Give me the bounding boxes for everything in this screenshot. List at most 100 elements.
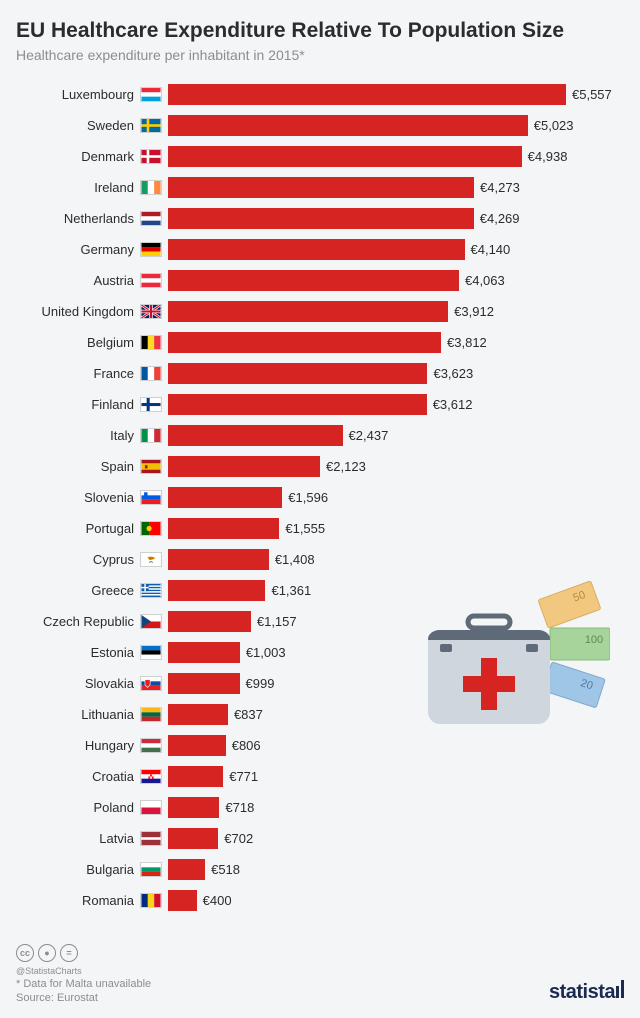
lt-flag-icon: [140, 707, 162, 722]
value-label: €3,812: [447, 335, 487, 350]
gr-flag-icon: [140, 583, 162, 598]
chart-row: Italy €2,437: [16, 422, 624, 449]
country-label: Lithuania: [16, 707, 140, 722]
chart-row: Estonia €1,003: [16, 639, 624, 666]
bar-area: €4,273: [168, 177, 624, 198]
chart-row: Spain €2,123: [16, 453, 624, 480]
lu-flag-icon: [140, 87, 162, 102]
country-label: Czech Republic: [16, 614, 140, 629]
country-label: Ireland: [16, 180, 140, 195]
chart-row: Czech Republic €1,157: [16, 608, 624, 635]
bar-area: €999: [168, 673, 624, 694]
chart-row: Belgium €3,812: [16, 329, 624, 356]
chart-row: Portugal €1,555: [16, 515, 624, 542]
value-label: €4,140: [471, 242, 511, 257]
bar: [168, 890, 197, 911]
bar: [168, 84, 566, 105]
value-label: €4,269: [480, 211, 520, 226]
bar: [168, 332, 441, 353]
chart-row: Austria €4,063: [16, 267, 624, 294]
country-label: Estonia: [16, 645, 140, 660]
value-label: €2,123: [326, 459, 366, 474]
bar: [168, 425, 343, 446]
bar-area: €1,555: [168, 518, 624, 539]
dk-flag-icon: [140, 149, 162, 164]
chart-row: Greece€1,361: [16, 577, 624, 604]
country-label: Spain: [16, 459, 140, 474]
bar-area: €2,123: [168, 456, 624, 477]
country-label: Poland: [16, 800, 140, 815]
country-label: Slovakia: [16, 676, 140, 691]
country-label: Portugal: [16, 521, 140, 536]
chart-row: Hungary €806: [16, 732, 624, 759]
value-label: €2,437: [349, 428, 389, 443]
bar-area: €702: [168, 828, 624, 849]
country-label: Hungary: [16, 738, 140, 753]
bar-area: €2,437: [168, 425, 624, 446]
country-label: Cyprus: [16, 552, 140, 567]
bar: [168, 363, 427, 384]
brand-name: statista: [549, 981, 615, 1003]
chart-footer: cc ● = @StatistaCharts * Data for Malta …: [16, 936, 624, 1004]
si-flag-icon: [140, 490, 162, 505]
chart-title: EU Healthcare Expenditure Relative To Po…: [16, 18, 624, 43]
fi-flag-icon: [140, 397, 162, 412]
gb-flag-icon: [140, 304, 162, 319]
country-label: Belgium: [16, 335, 140, 350]
country-label: Latvia: [16, 831, 140, 846]
cc-license-icons: cc ● =: [16, 944, 151, 962]
bar-area: €837: [168, 704, 624, 725]
bar-area: €4,063: [168, 270, 624, 291]
country-label: Italy: [16, 428, 140, 443]
value-label: €400: [203, 893, 232, 908]
bar-area: €1,157: [168, 611, 624, 632]
bar-area: €1,361: [168, 580, 624, 601]
bar-area: €518: [168, 859, 624, 880]
bar: [168, 146, 522, 167]
bar-area: €1,003: [168, 642, 624, 663]
bar: [168, 301, 448, 322]
country-label: Romania: [16, 893, 140, 908]
bar: [168, 270, 459, 291]
value-label: €999: [246, 676, 275, 691]
bar: [168, 487, 282, 508]
bar: [168, 208, 474, 229]
chart-subtitle: Healthcare expenditure per inhabitant in…: [16, 47, 624, 63]
cc-nd-icon: =: [60, 944, 78, 962]
country-label: France: [16, 366, 140, 381]
value-label: €1,157: [257, 614, 297, 629]
pl-flag-icon: [140, 800, 162, 815]
bar-area: €400: [168, 890, 624, 911]
value-label: €4,063: [465, 273, 505, 288]
chart-row: United Kingdom €3,912: [16, 298, 624, 325]
chart-row: Slovenia€1,596: [16, 484, 624, 511]
bar: [168, 642, 240, 663]
chart-row: Croatia€771: [16, 763, 624, 790]
value-label: €5,023: [534, 118, 574, 133]
de-flag-icon: [140, 242, 162, 257]
bar-area: €5,557: [168, 84, 624, 105]
bar: [168, 456, 320, 477]
country-label: United Kingdom: [16, 304, 140, 319]
bar-area: €1,408: [168, 549, 624, 570]
value-label: €3,623: [433, 366, 473, 381]
country-label: Austria: [16, 273, 140, 288]
value-label: €3,912: [454, 304, 494, 319]
country-label: Finland: [16, 397, 140, 412]
bar-area: €718: [168, 797, 624, 818]
chart-row: Lithuania €837: [16, 701, 624, 728]
bar-area: €5,023: [168, 115, 624, 136]
chart-row: Luxembourg€5,557: [16, 81, 624, 108]
bar-area: €771: [168, 766, 624, 787]
value-label: €806: [232, 738, 261, 753]
at-flag-icon: [140, 273, 162, 288]
value-label: €1,555: [285, 521, 325, 536]
country-label: Netherlands: [16, 211, 140, 226]
chart-row: Romania €400: [16, 887, 624, 914]
bar-area: €3,912: [168, 301, 624, 322]
infographic-page: EU Healthcare Expenditure Relative To Po…: [0, 0, 640, 1018]
bar: [168, 177, 474, 198]
country-label: Slovenia: [16, 490, 140, 505]
value-label: €4,273: [480, 180, 520, 195]
bar-area: €806: [168, 735, 624, 756]
